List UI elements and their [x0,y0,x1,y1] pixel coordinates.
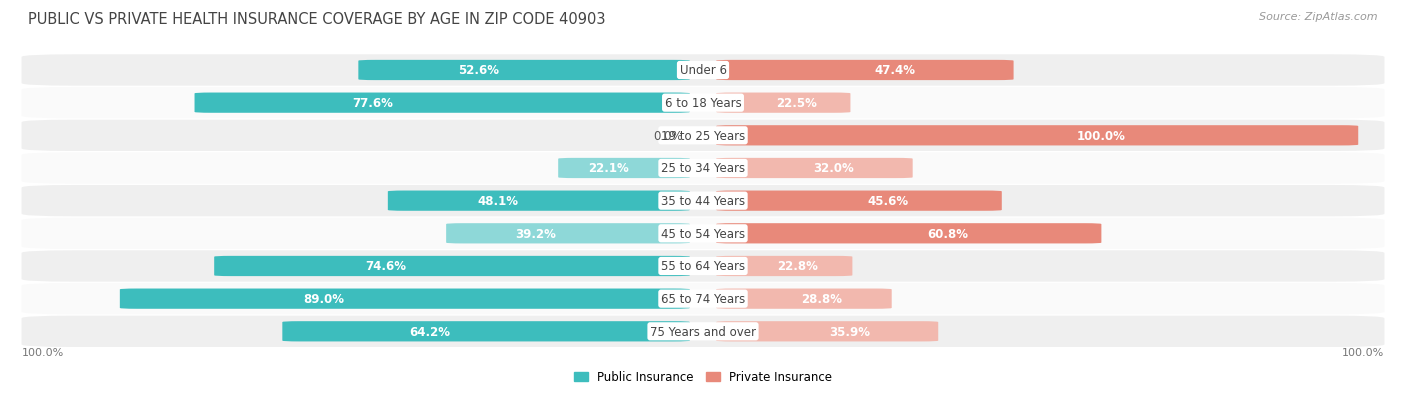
Text: Under 6: Under 6 [679,64,727,77]
FancyBboxPatch shape [120,289,690,309]
FancyBboxPatch shape [716,191,1002,211]
Text: 28.8%: 28.8% [801,292,842,305]
Text: 25 to 34 Years: 25 to 34 Years [661,162,745,175]
Text: 89.0%: 89.0% [304,292,344,305]
FancyBboxPatch shape [21,120,1385,152]
FancyBboxPatch shape [21,88,1385,119]
Text: 100.0%: 100.0% [1343,347,1385,357]
Text: 77.6%: 77.6% [352,97,392,110]
FancyBboxPatch shape [21,153,1385,184]
Text: 100.0%: 100.0% [21,347,63,357]
Text: PUBLIC VS PRIVATE HEALTH INSURANCE COVERAGE BY AGE IN ZIP CODE 40903: PUBLIC VS PRIVATE HEALTH INSURANCE COVER… [28,12,606,27]
FancyBboxPatch shape [716,289,891,309]
FancyBboxPatch shape [716,224,1101,244]
FancyBboxPatch shape [21,55,1385,86]
FancyBboxPatch shape [21,283,1385,315]
Text: 22.5%: 22.5% [776,97,817,110]
FancyBboxPatch shape [194,93,690,114]
Text: 45 to 54 Years: 45 to 54 Years [661,227,745,240]
Text: 35 to 44 Years: 35 to 44 Years [661,195,745,208]
FancyBboxPatch shape [716,321,938,342]
FancyBboxPatch shape [446,224,690,244]
FancyBboxPatch shape [716,159,912,179]
FancyBboxPatch shape [21,251,1385,282]
FancyBboxPatch shape [716,256,852,276]
FancyBboxPatch shape [716,126,1358,146]
FancyBboxPatch shape [214,256,690,276]
Text: 65 to 74 Years: 65 to 74 Years [661,292,745,305]
Text: 52.6%: 52.6% [458,64,499,77]
Text: 47.4%: 47.4% [875,64,915,77]
Text: 48.1%: 48.1% [478,195,519,208]
FancyBboxPatch shape [558,159,690,179]
Text: 22.1%: 22.1% [589,162,630,175]
Text: 100.0%: 100.0% [1077,130,1126,142]
Text: 39.2%: 39.2% [516,227,557,240]
FancyBboxPatch shape [21,218,1385,249]
FancyBboxPatch shape [716,61,1014,81]
Text: 75 Years and over: 75 Years and over [650,325,756,338]
FancyBboxPatch shape [283,321,690,342]
Text: 6 to 18 Years: 6 to 18 Years [665,97,741,110]
Text: 0.0%: 0.0% [654,130,683,142]
FancyBboxPatch shape [359,61,690,81]
Text: Source: ZipAtlas.com: Source: ZipAtlas.com [1260,12,1378,22]
Text: 22.8%: 22.8% [778,260,818,273]
FancyBboxPatch shape [388,191,690,211]
Text: 60.8%: 60.8% [927,227,967,240]
Text: 35.9%: 35.9% [830,325,870,338]
Text: 45.6%: 45.6% [868,195,908,208]
FancyBboxPatch shape [21,316,1385,347]
Text: 19 to 25 Years: 19 to 25 Years [661,130,745,142]
FancyBboxPatch shape [21,185,1385,217]
Legend: Public Insurance, Private Insurance: Public Insurance, Private Insurance [569,366,837,388]
Text: 55 to 64 Years: 55 to 64 Years [661,260,745,273]
FancyBboxPatch shape [716,93,851,114]
Text: 74.6%: 74.6% [364,260,406,273]
Text: 64.2%: 64.2% [409,325,450,338]
Text: 32.0%: 32.0% [814,162,855,175]
